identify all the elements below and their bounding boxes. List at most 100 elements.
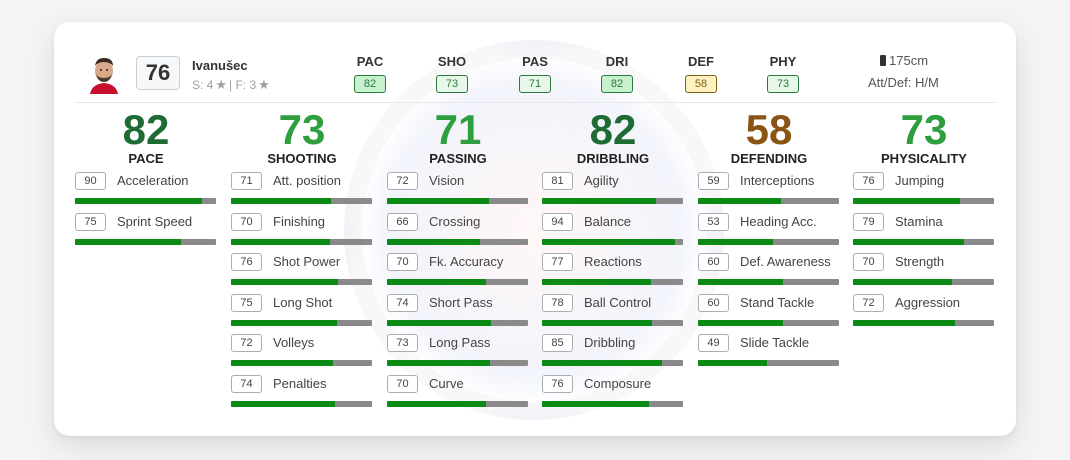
player-skill-foot: S: 4 ★ | F: 3 ★ xyxy=(192,77,270,93)
category-name: PACE xyxy=(128,151,164,166)
stat-bar xyxy=(231,279,372,285)
stat-name: Curve xyxy=(429,375,464,391)
summary-sho: SHO 73 xyxy=(422,54,482,93)
player-name[interactable]: Ivanušec xyxy=(192,58,248,73)
stat-bar xyxy=(231,360,372,366)
stat-bar xyxy=(75,238,216,245)
stat-bar xyxy=(698,319,839,326)
summary-value-badge: 73 xyxy=(436,75,468,93)
stat-bar-fill xyxy=(542,360,662,366)
stat-bar-fill xyxy=(542,400,650,407)
category-name: SHOOTING xyxy=(267,151,337,166)
stat-value-badge: 53 xyxy=(698,212,729,231)
stat-value-badge: 73 xyxy=(387,334,418,352)
overall-rating-badge: 76 xyxy=(136,56,180,90)
stat-value-badge: 79 xyxy=(853,212,884,231)
summary-label: SHO xyxy=(437,54,467,69)
summary-label: PHY xyxy=(769,54,797,69)
header-divider xyxy=(74,102,996,103)
stat-name: Crossing xyxy=(429,213,481,229)
stat-bar-fill xyxy=(231,400,336,407)
stat-row: 70 Strength xyxy=(853,253,995,294)
stat-bar-fill xyxy=(387,400,486,407)
stat-bar-fill xyxy=(542,238,675,245)
category-physicality: 73 PHYSICALITY 76 Jumping 79 Stamina 70 Strengt… xyxy=(853,108,995,334)
stat-row: 70 Fk. Accuracy xyxy=(387,253,529,294)
stat-value-badge: 59 xyxy=(698,172,729,190)
stat-list: 90 Acceleration 75 Sprint Speed xyxy=(75,172,217,253)
stat-name: Att. position xyxy=(273,173,341,188)
stat-bar xyxy=(387,360,528,366)
skill-moves-label: S: 4 xyxy=(192,78,214,92)
stat-row: 94 Balance xyxy=(542,212,684,254)
stat-name: Shot Power xyxy=(273,254,341,269)
category-name: PASSING xyxy=(429,151,487,166)
category-pace: 82 PACE 90 Acceleration 75 Sprint Speed xyxy=(75,108,217,253)
player-header: 76 Ivanušec S: 4 ★ | F: 3 ★ PAC 82 SHO 73 PA… xyxy=(54,22,1016,102)
stat-bar-fill xyxy=(387,279,486,285)
stat-bar-fill xyxy=(698,360,768,366)
stat-name: Interceptions xyxy=(740,173,815,188)
category-value: 58 xyxy=(745,106,793,153)
stat-name: Reactions xyxy=(584,254,642,269)
stat-row: 72 Vision xyxy=(387,172,529,213)
stat-name: Def. Awareness xyxy=(740,254,831,269)
category-value: 73 xyxy=(900,106,948,153)
summary-value-badge: 71 xyxy=(519,75,551,93)
stat-bar-fill xyxy=(853,279,952,285)
stat-bar-fill xyxy=(231,238,330,245)
category-defending: 58 DEFENDING 59 Interceptions 53 Heading Acc.… xyxy=(698,108,840,375)
stat-bar xyxy=(853,198,994,204)
stat-list: 72 Vision 66 Crossing 70 Fk. Accuracy 74 Short … xyxy=(387,172,529,415)
work-rates: Att/Def: H/M xyxy=(868,75,939,90)
stat-name: Slide Tackle xyxy=(740,335,810,350)
stat-row: 66 Crossing xyxy=(387,212,529,254)
player-card: 76 Ivanušec S: 4 ★ | F: 3 ★ PAC 82 SHO 73 PA… xyxy=(54,22,1016,436)
category-shooting: 73 SHOOTING 71 Att. position 70 Finishing 76 Sh… xyxy=(231,108,373,415)
phone-height-icon xyxy=(880,55,886,66)
stat-bar-fill xyxy=(698,319,783,326)
stat-name: Dribbling xyxy=(584,335,636,350)
stat-list: 59 Interceptions 53 Heading Acc. 60 Def. Awar… xyxy=(698,172,840,375)
stat-bar-fill xyxy=(387,198,489,204)
stat-value-badge: 75 xyxy=(75,212,106,231)
stat-value-badge: 77 xyxy=(542,253,573,271)
stat-value-badge: 74 xyxy=(387,293,418,312)
stat-bar-fill xyxy=(231,198,332,204)
stat-row: 77 Reactions xyxy=(542,253,684,294)
category-name: DRIBBLING xyxy=(576,151,650,166)
category-passing: 71 PASSING 72 Vision 66 Crossing 70 Fk. Accurac… xyxy=(387,108,529,415)
summary-label: DRI xyxy=(605,54,629,69)
stat-bar xyxy=(231,319,372,326)
stat-name: Heading Acc. xyxy=(740,213,817,229)
summary-value-badge: 82 xyxy=(354,75,386,93)
summary-dri: DRI 82 xyxy=(587,54,647,93)
summary-pac: PAC 82 xyxy=(340,54,400,93)
category-value: 71 xyxy=(434,106,482,153)
stat-row: 60 Def. Awareness xyxy=(698,253,840,294)
stat-bar xyxy=(387,400,528,407)
stat-value-badge: 76 xyxy=(542,374,573,393)
stat-value-badge: 72 xyxy=(387,172,418,190)
category-value: 82 xyxy=(122,106,170,153)
star-icon: ★ xyxy=(215,77,228,92)
stat-value-badge: 78 xyxy=(542,293,573,312)
stat-bar xyxy=(387,238,528,245)
stat-bar-fill xyxy=(542,319,652,326)
stat-list: 76 Jumping 79 Stamina 70 Strength 72 Aggression xyxy=(853,172,995,334)
stat-name: Jumping xyxy=(895,173,945,188)
stat-row: 70 Curve xyxy=(387,374,529,416)
player-avatar xyxy=(88,54,120,94)
stat-row: 79 Stamina xyxy=(853,212,995,254)
stat-row: 70 Finishing xyxy=(231,212,373,254)
category-name: PHYSICALITY xyxy=(881,151,967,166)
stat-name: Finishing xyxy=(273,213,326,229)
stat-bar xyxy=(75,198,216,204)
height-value: 175cm xyxy=(889,53,929,68)
summary-label: DEF xyxy=(688,54,714,69)
stat-bar xyxy=(698,198,839,204)
stat-bar xyxy=(231,238,372,245)
stat-bar xyxy=(542,238,683,245)
stat-value-badge: 90 xyxy=(75,172,106,190)
stat-bar xyxy=(698,238,839,245)
